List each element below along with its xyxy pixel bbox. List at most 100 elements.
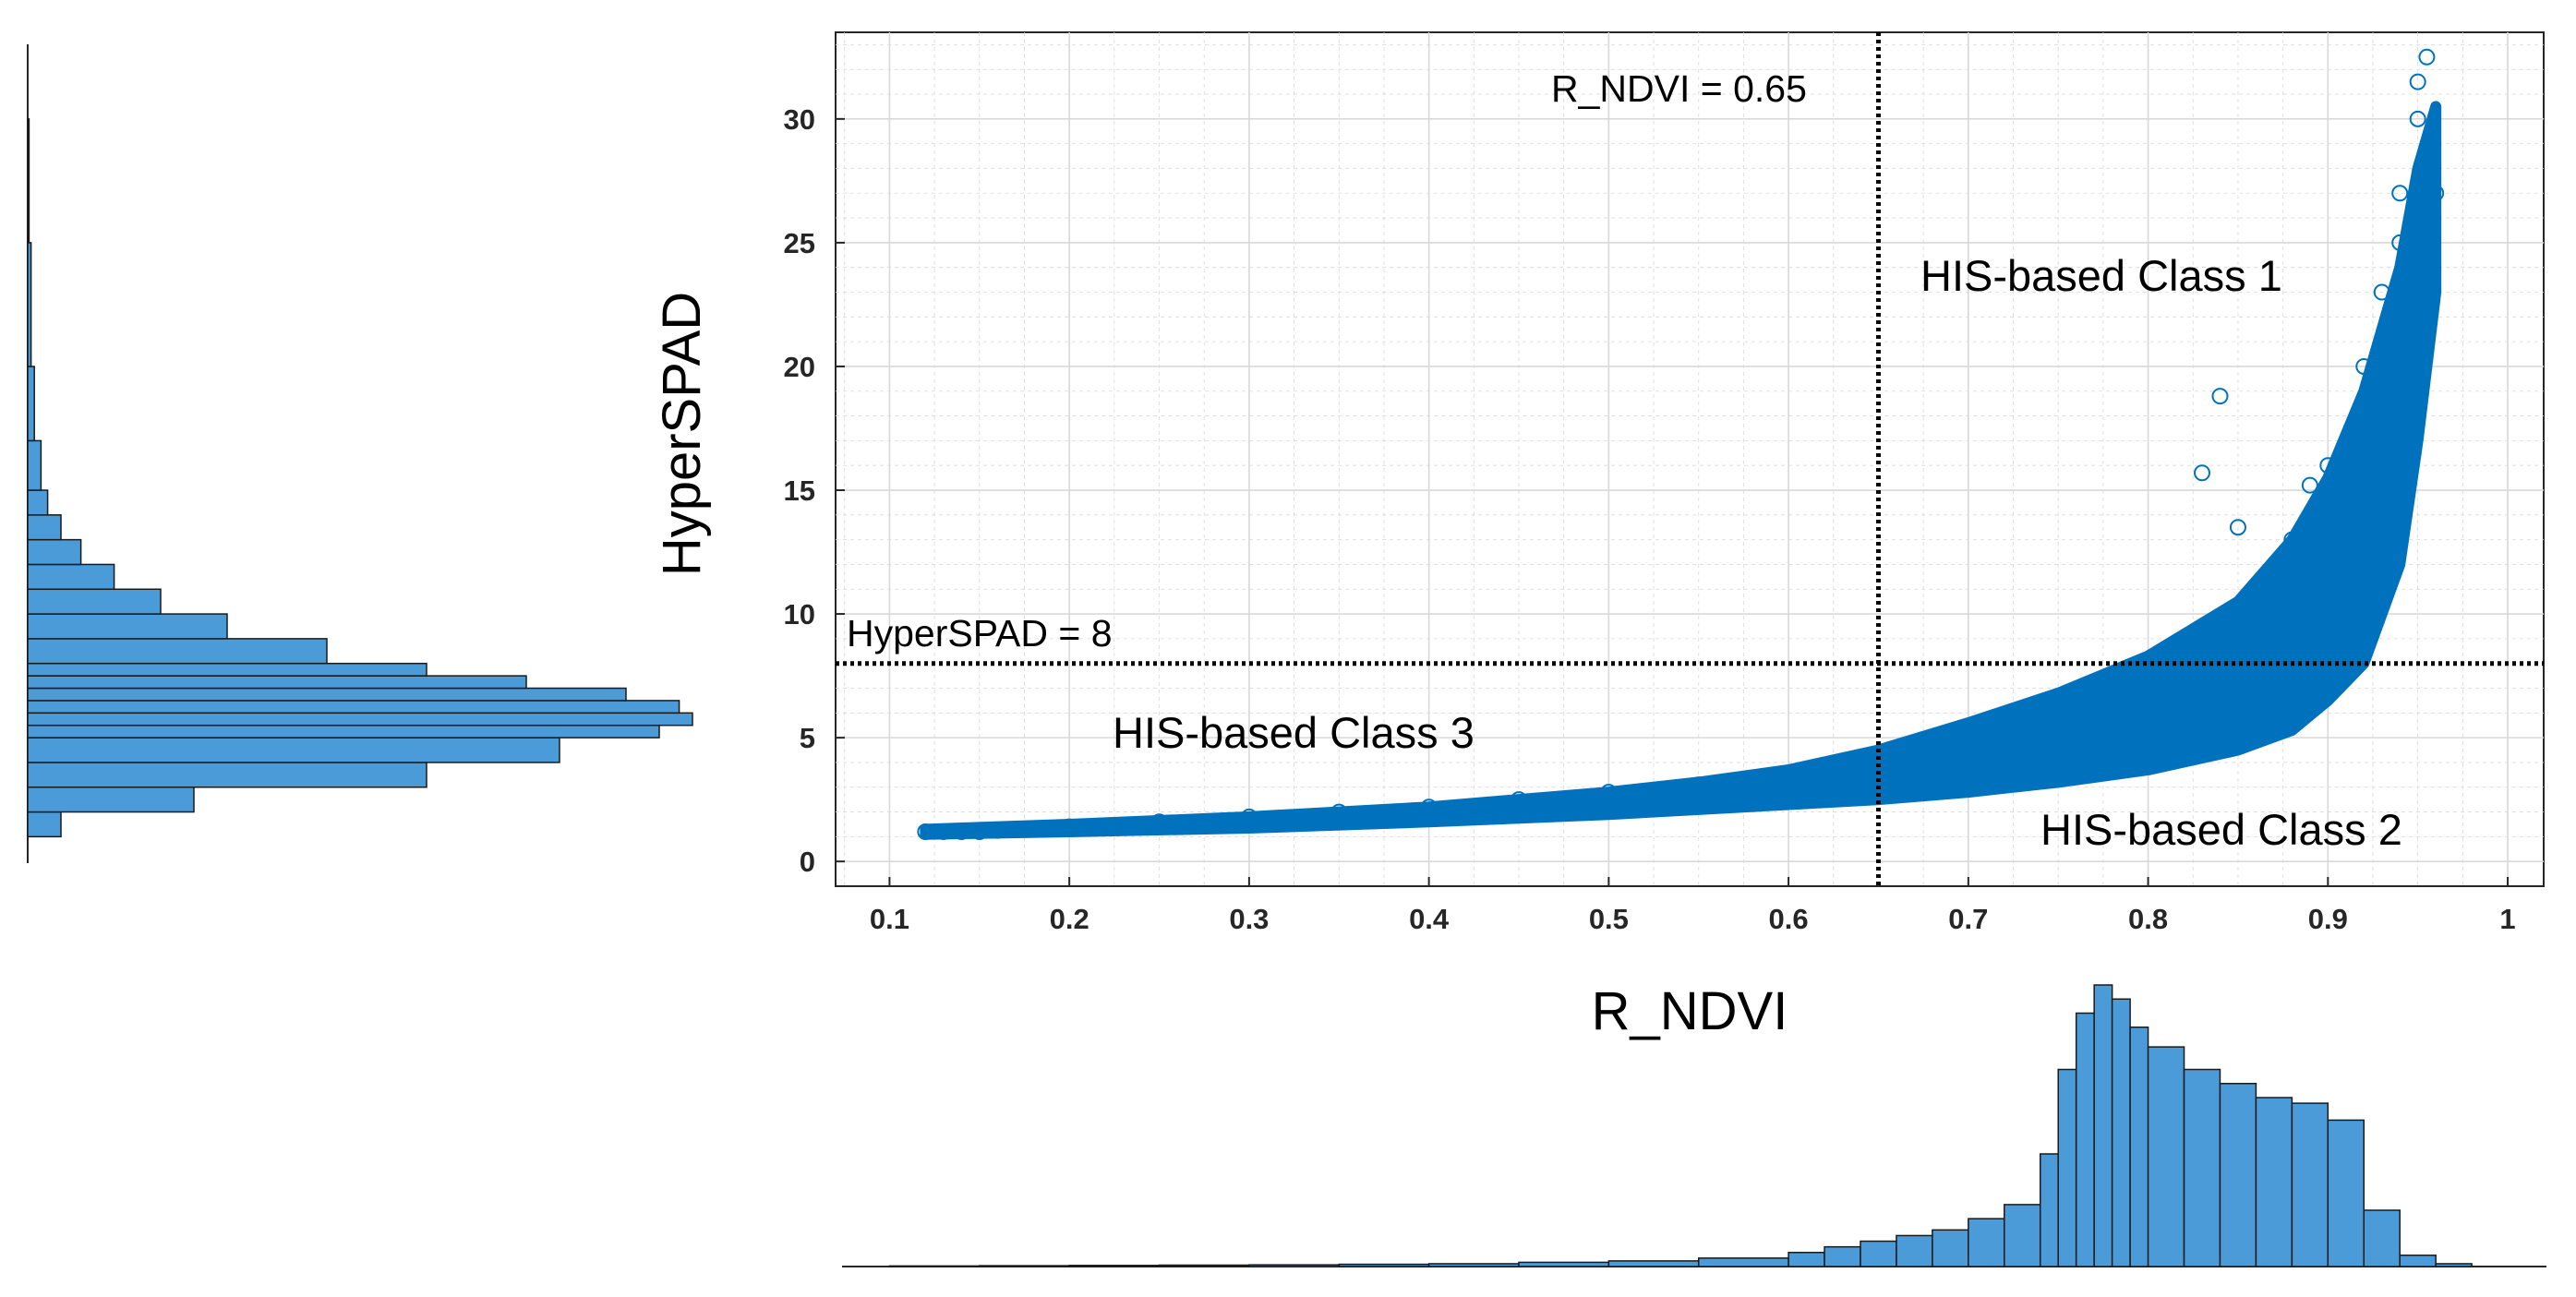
scatter-point [2409, 110, 2426, 127]
x-tick-label: 0.7 [1948, 903, 1988, 935]
x-axis-title: R_NDVI [1592, 981, 1788, 1041]
hist-bar [2363, 1209, 2401, 1267]
scatter-point [1150, 813, 1168, 831]
vline-label: R_NDVI = 0.65 [1551, 67, 1807, 110]
class3-label: HIS-based Class 3 [1113, 708, 1475, 757]
scatter-point [2355, 357, 2373, 375]
hist-bar [27, 638, 328, 665]
hist-bar [2219, 1083, 2257, 1267]
hist-bar [979, 1265, 1070, 1267]
scatter-point [2211, 618, 2229, 635]
hist-bar [2057, 1068, 2077, 1267]
y-tick-label: 20 [784, 351, 815, 383]
hist-bar [27, 787, 195, 813]
scatter-point [2355, 556, 2373, 573]
scatter-point [2391, 234, 2409, 251]
scatter-point [934, 823, 952, 841]
hist-bar [2075, 1012, 2095, 1267]
hist-bar [27, 118, 30, 244]
hist-bar [27, 242, 32, 367]
hist-bar [27, 366, 35, 442]
scatter-point [2229, 519, 2246, 536]
y-tick-label: 30 [784, 103, 815, 136]
hist-bar [27, 538, 82, 566]
x-tick-label: 0.2 [1050, 903, 1089, 935]
x-tick-label: 0.3 [1229, 903, 1269, 935]
hist-bar [27, 762, 427, 788]
hist-bar [27, 737, 560, 763]
hist-bar [1896, 1234, 1933, 1267]
scatter-point [1061, 818, 1078, 835]
hist-bar [1158, 1264, 1250, 1267]
hist-bar [2039, 1153, 2059, 1267]
hist-bar [1968, 1218, 2005, 1267]
x-tick-label: 0.4 [1409, 903, 1450, 935]
scatter-dense-band [920, 101, 2442, 840]
x-tick-label: 0.1 [870, 903, 909, 935]
hist-bar [1824, 1245, 1861, 1267]
x-tick-label: 0.5 [1589, 903, 1629, 935]
scatter-point [953, 823, 970, 841]
class1-label: HIS-based Class 1 [1920, 251, 2282, 300]
scatter-points [917, 48, 2445, 841]
scatter-point [1690, 776, 1707, 794]
scatter-point [2373, 357, 2390, 375]
scatter-point [2373, 283, 2390, 301]
scatter-point [970, 823, 988, 841]
hist-bar [27, 613, 228, 640]
scatter-point [2050, 704, 2067, 722]
y-tick-label: 5 [800, 722, 815, 754]
scatter-point [2418, 48, 2436, 66]
scatter-point [2391, 185, 2409, 202]
scatter-point [1600, 784, 1618, 801]
hist-bar [1697, 1257, 1789, 1267]
hist-bar [1338, 1263, 1430, 1267]
scatter-point [2319, 457, 2337, 474]
hist-bar [27, 700, 680, 715]
hist-bar [888, 1265, 981, 1267]
scatter-point [1511, 791, 1527, 809]
scatter-point [1025, 821, 1042, 838]
hist-bar [2399, 1255, 2437, 1267]
y-axis-title: HyperSPAD [652, 292, 712, 576]
scatter-point [2211, 388, 2229, 405]
hist-bar [27, 563, 115, 591]
threshold-lines [836, 32, 2544, 886]
hyperspad-histogram [27, 44, 693, 863]
scatter-point [2139, 667, 2157, 685]
x-tick-label: 0.8 [2128, 903, 2168, 935]
hist-bar [27, 588, 162, 615]
hist-bar [27, 687, 627, 702]
scatter-point [2427, 185, 2445, 202]
x-tick-label: 1 [2499, 903, 2515, 935]
hist-bar [27, 662, 427, 677]
scatter-point [1959, 729, 1977, 747]
hist-bar [2147, 1046, 2185, 1267]
scatter-point [1780, 766, 1798, 784]
hist-bar [1068, 1265, 1161, 1267]
hist-bar [1248, 1264, 1341, 1267]
hist-bar [27, 724, 660, 739]
x-tick-label: 0.9 [2308, 903, 2348, 935]
hist-bar [2291, 1102, 2329, 1267]
scatter-point [917, 823, 934, 841]
scatter-point [1006, 821, 1024, 838]
scatter-point [2265, 581, 2282, 598]
hist-bar [2327, 1119, 2365, 1267]
hist-bar [1788, 1252, 1825, 1267]
hist-bar [27, 712, 693, 727]
hist-bar [2111, 998, 2131, 1267]
hist-bar [27, 675, 527, 690]
y-tick-label: 25 [784, 227, 815, 259]
hist-bar [2183, 1068, 2221, 1267]
scatter-point [1240, 808, 1258, 825]
r-ndvi-histogram [842, 984, 2546, 1267]
hist-bar [1932, 1229, 1969, 1267]
hist-bar [27, 514, 62, 541]
hist-bar [2093, 984, 2113, 1267]
hline-label: HyperSPAD = 8 [847, 612, 1113, 655]
y-tick-label: 0 [800, 846, 815, 878]
scatter-point [2283, 531, 2301, 548]
